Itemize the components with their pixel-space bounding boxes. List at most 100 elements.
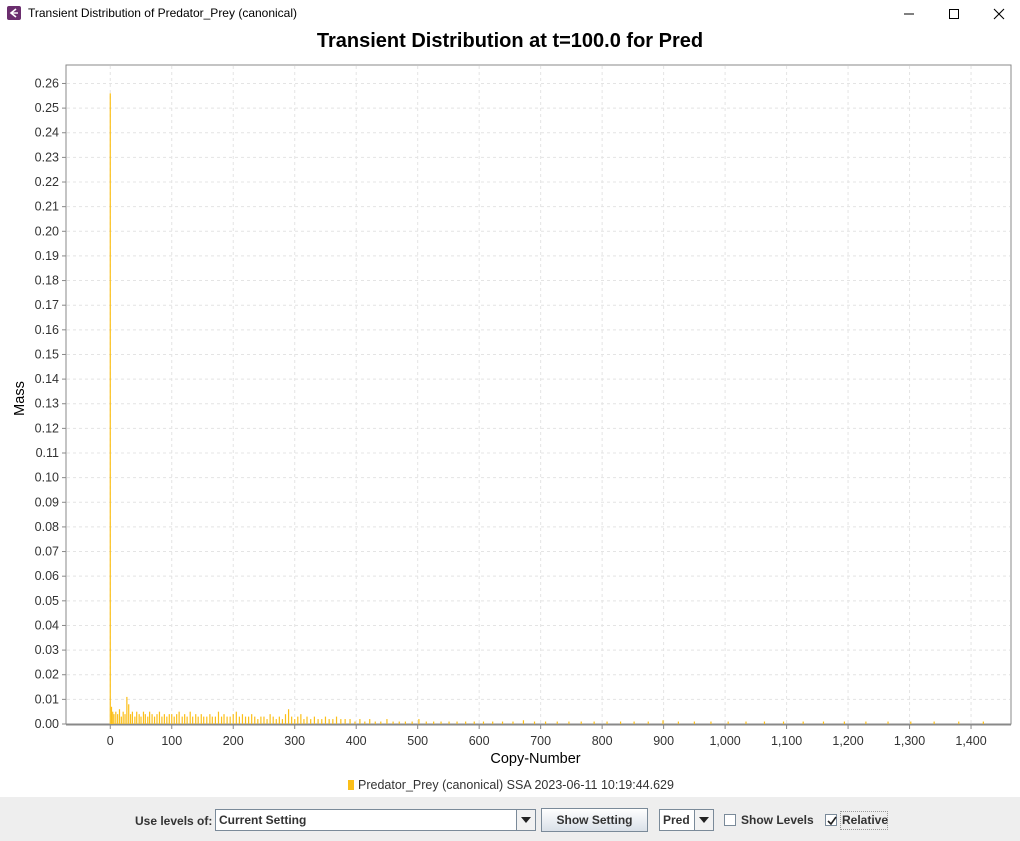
bar bbox=[128, 704, 130, 724]
y-tick-label: 0.18 bbox=[35, 274, 59, 288]
y-tick-label: 0.04 bbox=[35, 618, 59, 632]
plot-area bbox=[65, 64, 1012, 725]
y-tick-label: 0.10 bbox=[35, 471, 59, 485]
bar bbox=[149, 711, 151, 724]
show-levels-label[interactable]: Show Levels bbox=[741, 813, 814, 827]
y-tick-label: 0.23 bbox=[35, 150, 59, 164]
bar bbox=[865, 721, 867, 724]
bar bbox=[244, 716, 247, 724]
bar bbox=[822, 721, 825, 724]
control-panel: Use levels of: Current Setting Show Sett… bbox=[0, 797, 1020, 841]
bar bbox=[411, 721, 413, 724]
y-tick-label: 0.14 bbox=[35, 372, 59, 386]
x-tick-label: 400 bbox=[346, 734, 367, 748]
bar bbox=[501, 721, 504, 724]
bar bbox=[448, 721, 450, 724]
legend-swatch bbox=[348, 780, 354, 790]
y-tick-label: 0.26 bbox=[35, 76, 59, 90]
bar bbox=[197, 716, 199, 724]
species-select[interactable]: Pred bbox=[659, 809, 714, 831]
levels-select-value: Current Setting bbox=[219, 813, 307, 827]
relative-focus-outline bbox=[840, 811, 888, 830]
bar bbox=[129, 714, 132, 724]
bar bbox=[359, 719, 361, 724]
y-tick-label: 0.03 bbox=[35, 643, 59, 657]
bar bbox=[115, 711, 117, 724]
y-tick-label: 0.05 bbox=[35, 594, 59, 608]
bar bbox=[229, 716, 231, 724]
bar bbox=[257, 719, 259, 724]
bar bbox=[110, 706, 113, 724]
bar bbox=[982, 721, 984, 724]
bar bbox=[266, 719, 268, 724]
close-button[interactable] bbox=[976, 0, 1020, 28]
levels-dropdown-button[interactable] bbox=[516, 810, 535, 830]
bar bbox=[303, 719, 305, 724]
bar bbox=[126, 696, 128, 724]
bar bbox=[328, 719, 330, 724]
x-tick-label: 1,200 bbox=[832, 734, 863, 748]
maximize-button[interactable] bbox=[931, 0, 977, 28]
bar bbox=[163, 714, 165, 724]
chart-title: Transient Distribution at t=100.0 for Pr… bbox=[316, 30, 704, 52]
x-tick-label: 200 bbox=[223, 734, 244, 748]
bar bbox=[220, 716, 223, 724]
minimize-icon bbox=[904, 13, 914, 15]
bar bbox=[232, 714, 234, 724]
minimize-button[interactable] bbox=[886, 0, 932, 28]
bar bbox=[200, 714, 202, 724]
relative-checkbox[interactable] bbox=[825, 814, 837, 826]
bar bbox=[677, 721, 679, 724]
use-levels-label: Use levels of: bbox=[135, 814, 213, 828]
bar bbox=[186, 716, 188, 724]
bar bbox=[203, 716, 205, 724]
bar bbox=[122, 711, 124, 724]
x-tick-label: 1,400 bbox=[955, 734, 986, 748]
bar bbox=[278, 716, 280, 724]
bar bbox=[117, 714, 119, 724]
y-tick-label: 0.15 bbox=[35, 347, 59, 361]
bar bbox=[269, 714, 271, 724]
x-tick-label: 100 bbox=[161, 734, 182, 748]
bar bbox=[124, 714, 126, 724]
y-tick-label: 0.08 bbox=[35, 520, 59, 534]
close-icon bbox=[993, 8, 1005, 20]
y-tick-label: 0.11 bbox=[36, 446, 59, 460]
show-setting-button[interactable]: Show Setting bbox=[541, 808, 648, 832]
bar bbox=[369, 719, 371, 724]
bar bbox=[217, 711, 220, 724]
bar bbox=[522, 720, 525, 724]
bar bbox=[533, 721, 536, 724]
bar bbox=[147, 716, 149, 724]
bar bbox=[433, 721, 435, 724]
bar bbox=[482, 721, 485, 724]
bar bbox=[297, 716, 299, 724]
bar bbox=[192, 716, 194, 724]
relative-label[interactable]: Relative bbox=[842, 813, 889, 827]
levels-select[interactable]: Current Setting bbox=[215, 809, 536, 831]
bar bbox=[374, 721, 376, 724]
bar bbox=[647, 721, 649, 724]
bar bbox=[332, 719, 334, 724]
maximize-icon bbox=[949, 9, 959, 19]
x-tick-label: 800 bbox=[592, 734, 613, 748]
bar bbox=[340, 719, 342, 724]
y-tick-label: 0.20 bbox=[35, 224, 59, 238]
x-axis-label: Copy-Number bbox=[490, 751, 580, 767]
species-dropdown-button[interactable] bbox=[694, 810, 713, 830]
bar bbox=[354, 721, 356, 724]
bar bbox=[802, 721, 804, 724]
bar bbox=[214, 716, 217, 724]
bar bbox=[226, 716, 228, 724]
bar bbox=[440, 721, 442, 724]
bar bbox=[209, 714, 211, 724]
bar bbox=[398, 721, 400, 724]
app-icon bbox=[7, 6, 21, 20]
show-levels-checkbox[interactable] bbox=[724, 814, 736, 826]
bar bbox=[178, 711, 180, 724]
x-tick-label: 300 bbox=[284, 734, 305, 748]
bar bbox=[404, 721, 406, 724]
y-tick-label: 0.13 bbox=[35, 397, 59, 411]
bar bbox=[156, 714, 158, 724]
window-title: Transient Distribution of Predator_Prey … bbox=[28, 6, 298, 20]
